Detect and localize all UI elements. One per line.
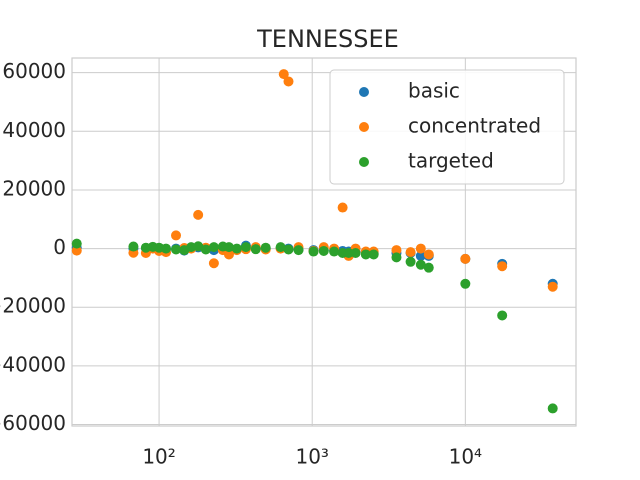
scatter-point [193, 209, 204, 220]
scatter-point [260, 242, 271, 253]
scatter-point [275, 242, 286, 253]
x-axis-label: Population [271, 477, 376, 480]
y-tick-label: −40000 [0, 352, 66, 376]
scatter-point [368, 249, 379, 260]
y-tick-label: 0 [53, 235, 66, 259]
scatter-point [283, 244, 294, 255]
scatter-point [405, 256, 416, 267]
scatter-point [193, 241, 204, 252]
legend-marker [359, 157, 369, 167]
scatter-point [250, 244, 261, 255]
legend-marker [359, 122, 369, 132]
scatter-point [391, 252, 402, 263]
chart-title: TENNESSEE [256, 25, 399, 53]
scatter-point [547, 403, 558, 414]
scatter-point [278, 69, 289, 80]
scatter-point [208, 242, 219, 253]
scatter-point [223, 242, 234, 253]
scatter-point [161, 243, 172, 254]
scatter-point [71, 238, 82, 249]
scatter-point [283, 76, 294, 87]
legend-marker [359, 87, 369, 97]
scatter-point [415, 250, 426, 261]
scatter-point [415, 243, 426, 254]
scatter-point [318, 245, 329, 256]
scatter-point [423, 249, 434, 260]
x-tick-label: 10² [142, 445, 175, 469]
scatter-point [350, 247, 361, 258]
scatter-point [391, 245, 402, 256]
scatter-point [200, 244, 211, 255]
scatter-point [423, 262, 434, 273]
scatter-point [343, 247, 354, 258]
scatter-point [497, 261, 508, 272]
y-tick-label: 60000 [2, 59, 66, 83]
scatter-point [128, 241, 139, 252]
legend-label: basic [408, 79, 460, 103]
axes-frame [71, 57, 577, 427]
x-tick-label: 10⁴ [449, 445, 482, 469]
y-tick-label: 40000 [2, 118, 66, 142]
scatter-point [329, 246, 340, 257]
scatter-point [497, 310, 508, 321]
scatter-point [308, 246, 319, 257]
x-tick-label: 10³ [295, 445, 328, 469]
y-tick-label: −20000 [0, 294, 66, 318]
legend-label: concentrated [408, 114, 541, 138]
y-tick-label: −60000 [0, 411, 66, 435]
scatter-point [360, 249, 371, 260]
scatter-point [547, 281, 558, 292]
scatter-point [171, 244, 182, 255]
scatter-point [240, 242, 251, 253]
legend-box [329, 69, 565, 185]
scatter-point [460, 253, 471, 264]
scatter-point [171, 230, 182, 241]
scatter-point [405, 247, 416, 258]
scatter-point [223, 249, 234, 260]
scatter-point [71, 245, 82, 256]
scatter-point [293, 245, 304, 256]
scatter-point [337, 202, 348, 213]
scatter-point [208, 258, 219, 269]
legend-label: targeted [408, 149, 494, 173]
y-tick-label: 20000 [2, 176, 66, 200]
scatter-point [415, 259, 426, 270]
scatter-point [460, 278, 471, 289]
scatter-point [231, 243, 242, 254]
